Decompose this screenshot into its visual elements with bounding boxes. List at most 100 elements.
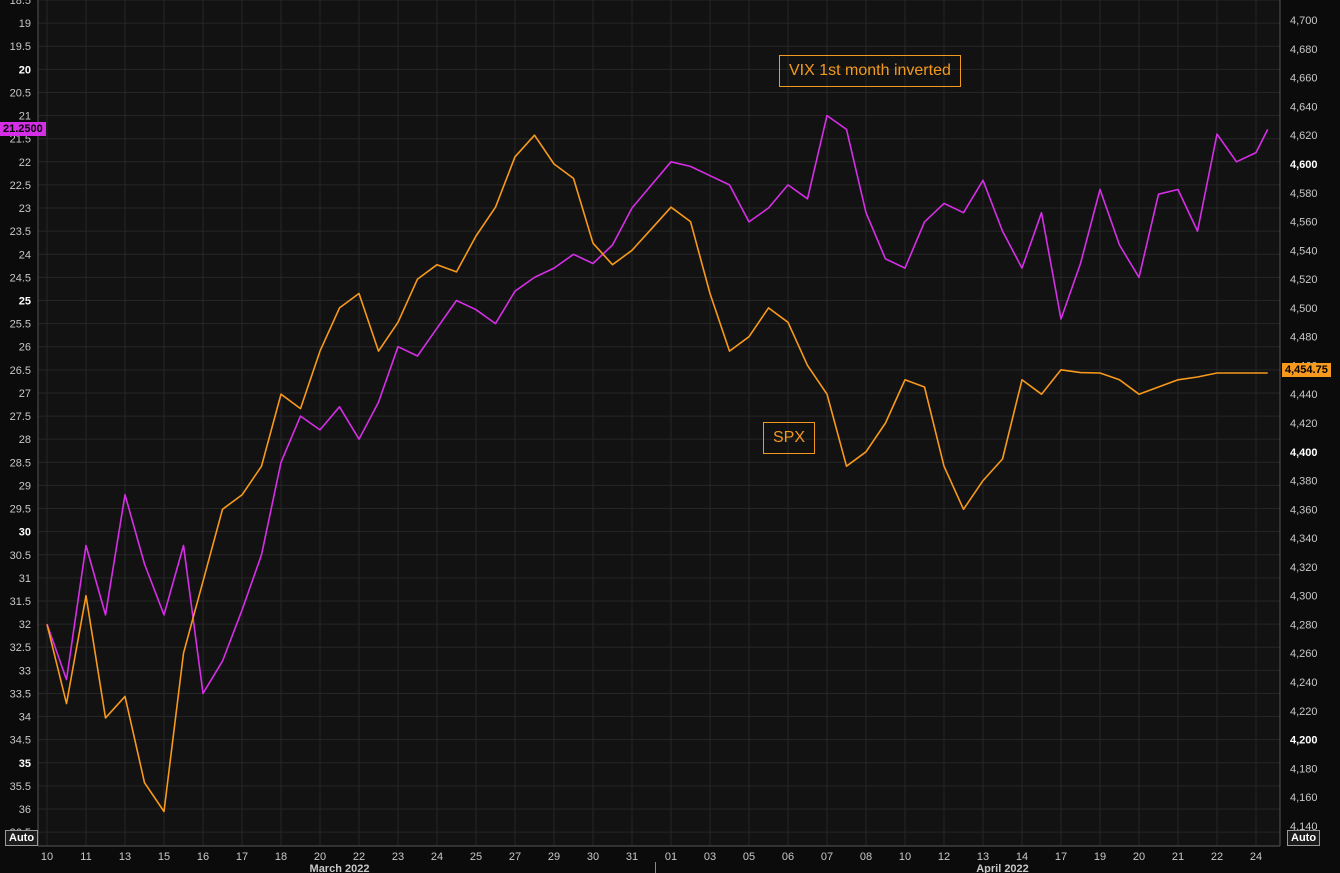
- x-tick-label: 24: [1250, 851, 1262, 863]
- left-tick-label: 22.5: [10, 180, 31, 192]
- x-tick-label: 01: [665, 851, 677, 863]
- right-tick-label: 4,480: [1290, 332, 1318, 344]
- x-axis[interactable]: 10 11 13 15 16 17 18 20 22 23 24 25 27 29 30 31 01 03 05 06…: [38, 845, 1280, 873]
- x-month-label: March 2022: [310, 863, 370, 873]
- left-tick-label: 20: [19, 64, 31, 76]
- left-tick-label: 27: [19, 388, 31, 400]
- x-tick-label: 22: [353, 851, 365, 863]
- x-tick-label: 25: [470, 851, 482, 863]
- right-axis-auto-button[interactable]: Auto: [1287, 830, 1321, 846]
- x-tick-label: 13: [119, 851, 131, 863]
- x-tick-label: 16: [197, 851, 209, 863]
- left-tick-label: 30.5: [10, 550, 31, 562]
- x-tick-label: 18: [275, 851, 287, 863]
- right-tick-label: 4,340: [1290, 533, 1318, 545]
- x-tick-label: 14: [1016, 851, 1028, 863]
- right-tick-label: 4,620: [1290, 130, 1318, 142]
- x-tick-label: 21: [1172, 851, 1184, 863]
- x-month-label: April 2022: [976, 863, 1029, 873]
- left-tick-label: 27.5: [10, 411, 31, 423]
- right-tick-label: 4,400: [1290, 447, 1318, 459]
- x-tick-label: 12: [938, 851, 950, 863]
- right-tick-label: 4,280: [1290, 619, 1318, 631]
- left-tick-label: 33.5: [10, 688, 31, 700]
- left-tick-label: 19.5: [10, 41, 31, 53]
- left-tick-label: 25.5: [10, 319, 31, 331]
- left-tick-label: 33: [19, 665, 31, 677]
- right-tick-label: 4,520: [1290, 274, 1318, 286]
- right-tick-label: 4,700: [1290, 15, 1318, 27]
- spx-series-line: [46, 134, 1268, 813]
- left-tick-label: 24: [19, 249, 31, 261]
- right-tick-label: 4,680: [1290, 44, 1318, 56]
- left-tick-label: 36: [19, 804, 31, 816]
- right-tick-label: 4,560: [1290, 217, 1318, 229]
- x-tick-label: 07: [821, 851, 833, 863]
- left-axis-auto-button[interactable]: Auto: [5, 830, 39, 846]
- right-tick-label: 4,160: [1290, 792, 1318, 804]
- right-tick-label: 4,140: [1290, 821, 1318, 833]
- left-tick-label: 28: [19, 434, 31, 446]
- vix-series-label: VIX 1st month inverted: [779, 55, 961, 87]
- left-tick-label: 28.5: [10, 457, 31, 469]
- vix-last-price-tag: 21.2500: [0, 122, 46, 136]
- left-tick-label: 34: [19, 712, 31, 724]
- left-tick-label: 26.5: [10, 365, 31, 377]
- left-tick-label: 32.5: [10, 642, 31, 654]
- left-tick-label: 31: [19, 573, 31, 585]
- right-tick-label: 4,180: [1290, 763, 1318, 775]
- right-tick-label: 4,420: [1290, 418, 1318, 430]
- x-tick-label: 17: [236, 851, 248, 863]
- x-tick-label: 23: [392, 851, 404, 863]
- spx-last-price-tag: 4,454.75: [1282, 363, 1331, 377]
- left-tick-label: 23: [19, 203, 31, 215]
- x-tick-label: 27: [509, 851, 521, 863]
- right-tick-label: 4,240: [1290, 677, 1318, 689]
- x-tick-label: 10: [899, 851, 911, 863]
- x-tick-label: 24: [431, 851, 443, 863]
- right-tick-label: 4,640: [1290, 101, 1318, 113]
- x-tick-label: 20: [314, 851, 326, 863]
- left-tick-label: 32: [19, 619, 31, 631]
- left-tick-label: 19: [19, 18, 31, 30]
- right-tick-label: 4,660: [1290, 73, 1318, 85]
- right-tick-label: 4,380: [1290, 476, 1318, 488]
- x-tick-label: 20: [1133, 851, 1145, 863]
- right-tick-label: 4,260: [1290, 648, 1318, 660]
- series-lines: [46, 114, 1269, 813]
- left-tick-label: 22: [19, 157, 31, 169]
- x-tick-label: 19: [1094, 851, 1106, 863]
- left-tick-label: 29.5: [10, 504, 31, 516]
- left-tick-label: 30: [19, 527, 31, 539]
- right-tick-label: 4,220: [1290, 706, 1318, 718]
- x-tick-label: 22: [1211, 851, 1223, 863]
- left-tick-label: 18.5: [10, 0, 31, 7]
- spx-series-label: SPX: [763, 422, 816, 454]
- right-tick-label: 4,200: [1290, 735, 1318, 747]
- left-tick-label: 35.5: [10, 781, 31, 793]
- right-tick-label: 4,320: [1290, 562, 1318, 574]
- x-tick-label: 05: [743, 851, 755, 863]
- plot-area[interactable]: [38, 0, 1280, 846]
- right-tick-label: 4,600: [1290, 159, 1318, 171]
- x-tick-label: 03: [704, 851, 716, 863]
- left-tick-label: 29: [19, 480, 31, 492]
- left-tick-label: 26: [19, 342, 31, 354]
- left-tick-label: 35: [19, 758, 31, 770]
- right-tick-label: 4,440: [1290, 389, 1318, 401]
- left-tick-label: 21: [19, 111, 31, 123]
- right-tick-label: 4,300: [1290, 591, 1318, 603]
- vix-series-line: [46, 114, 1269, 695]
- left-tick-label: 20.5: [10, 87, 31, 99]
- x-tick-label: 17: [1055, 851, 1067, 863]
- left-tick-label: 31.5: [10, 596, 31, 608]
- right-tick-label: 4,540: [1290, 245, 1318, 257]
- left-tick-label: 25: [19, 295, 31, 307]
- right-axis[interactable]: 4,700 4,680 4,660 4,640 4,620 4,600 4,580 4,560…: [1279, 0, 1318, 846]
- left-tick-label: 34.5: [10, 735, 31, 747]
- x-tick-label: 13: [977, 851, 989, 863]
- x-tick-label: 11: [80, 851, 91, 863]
- x-tick-label: 15: [158, 851, 170, 863]
